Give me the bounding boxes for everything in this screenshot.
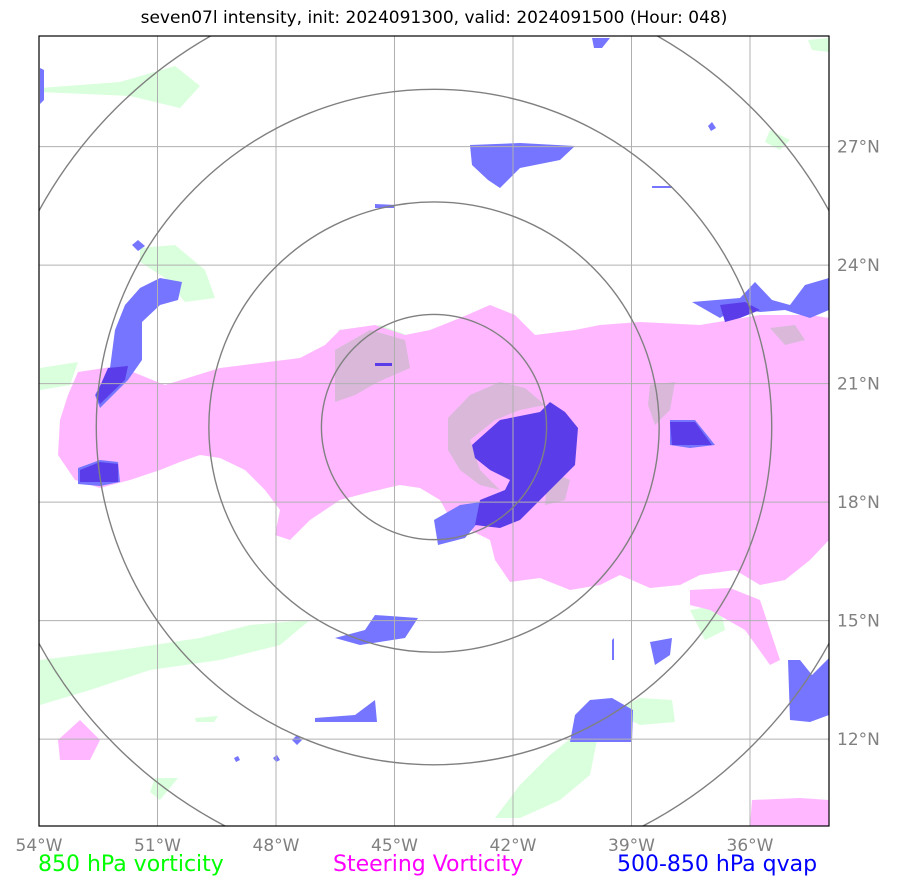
distance-ring [208,201,660,653]
lon-tick-label: 42°W [490,836,537,856]
map-title: seven07l intensity, init: 2024091300, va… [140,8,728,28]
legend-qvap: 500-850 hPa qvap [617,852,818,877]
lon-tick-label: 45°W [371,836,418,856]
lat-tick-label: 12°N [837,730,880,750]
legend-steering-vorticity: Steering Vorticity [333,852,524,877]
lat-tick-label: 18°N [837,493,880,513]
lon-tick-label: 51°W [134,836,181,856]
lon-tick-label: 48°W [253,836,300,856]
lat-tick-label: 21°N [837,375,880,395]
tick-labels: 54°W 51°W 48°W 45°W 42°W 39°W 36°W 27°N 24°N 21°N… [16,138,880,856]
legend-850-vorticity: 850 hPa vorticity [38,852,224,877]
lat-tick-label: 15°N [837,612,880,632]
lon-tick-label: 36°W [727,836,774,856]
distance-rings [39,36,829,826]
lon-tick-label: 39°W [608,836,655,856]
lon-tick-label: 54°W [16,836,63,856]
distance-ring [95,88,773,766]
plot-frame [38,35,830,827]
lat-tick-label: 27°N [837,138,880,158]
steering-layer [58,305,829,826]
lat-tick-label: 24°N [837,256,880,276]
distance-ring [320,313,548,541]
